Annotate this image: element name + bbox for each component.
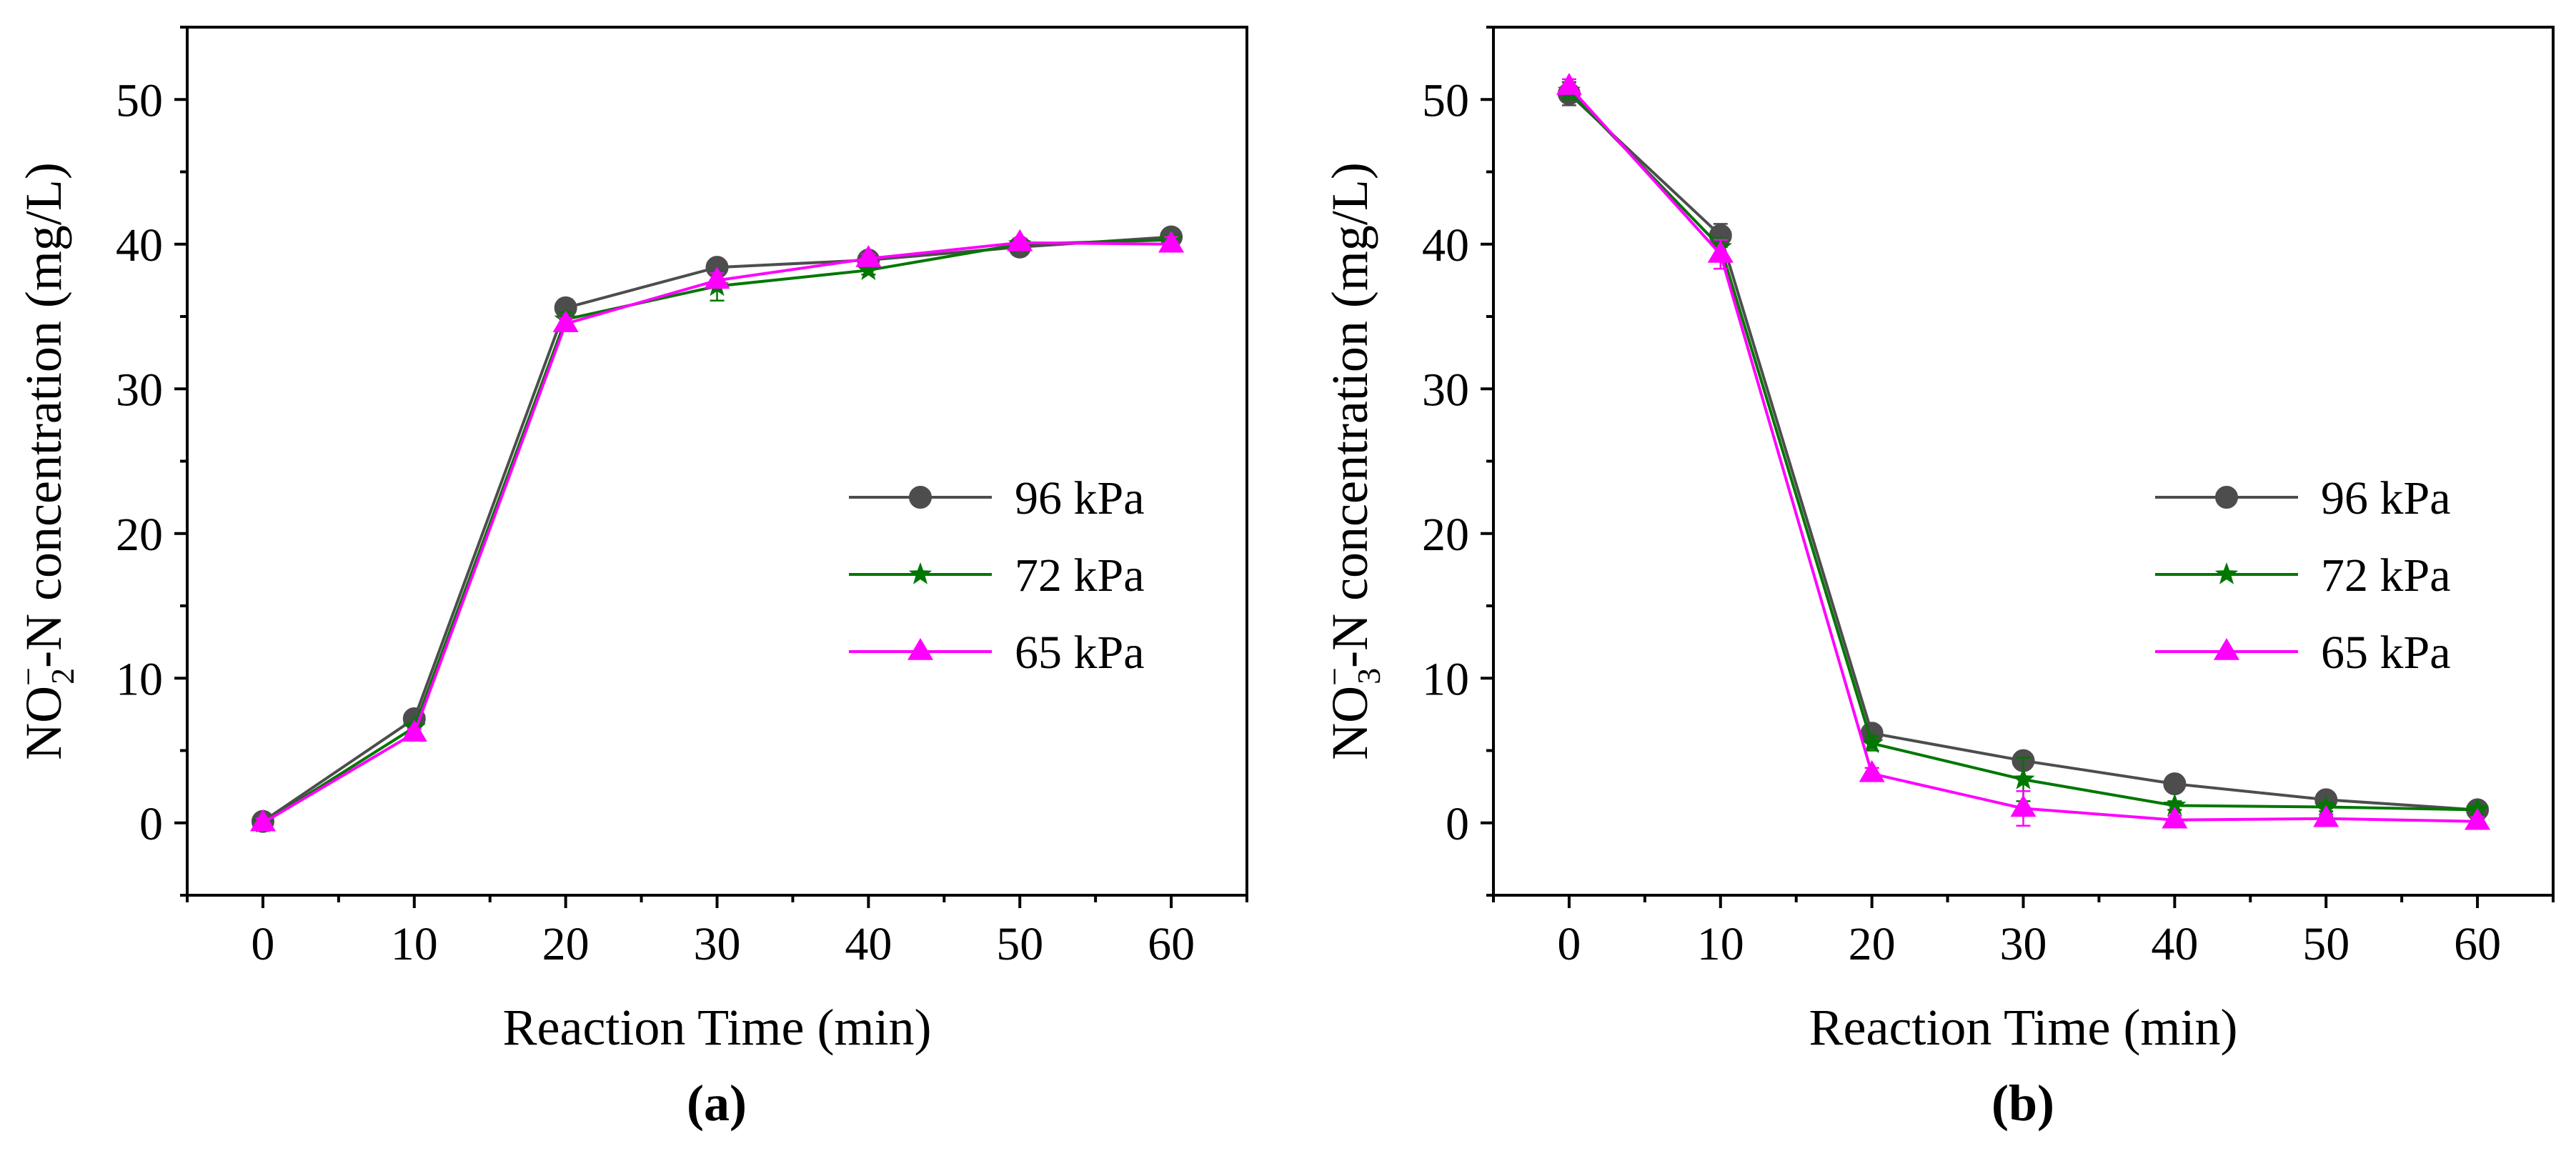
- x-tick-label: 50: [996, 918, 1043, 970]
- legend-marker: [907, 638, 934, 660]
- legend-item: 96 kPa: [849, 472, 1145, 524]
- legend-marker: [908, 562, 933, 584]
- x-tick-label: 60: [1148, 918, 1195, 970]
- data-point: [2162, 806, 2188, 829]
- y-tick-label: 0: [139, 798, 163, 850]
- legend-item: 72 kPa: [2155, 549, 2451, 602]
- data-point: [2011, 767, 2035, 789]
- x-tick-label: 0: [1557, 918, 1581, 970]
- series-65-kpa: [1556, 73, 2491, 830]
- y-tick-label: 50: [116, 74, 163, 126]
- legend-label: 65 kPa: [1015, 627, 1145, 679]
- y-tick-label: 50: [1422, 74, 1469, 126]
- chart-panel-b: 0 10 20 30 40 50 60 0 10 20 30 40 50 Reaction Time (m…: [1316, 26, 2555, 1132]
- y-tick-label: 10: [1422, 653, 1469, 705]
- legend-marker: [2214, 562, 2239, 584]
- data-point: [1707, 240, 1734, 263]
- data-point: [1158, 230, 1185, 253]
- chart-panel-a: 0 10 20 30 40 50 60 0 10 20 30 40 50 Reaction Time (m…: [10, 26, 1248, 1132]
- y-tick-label: 40: [1422, 219, 1469, 271]
- x-tick-label: 30: [2000, 918, 2047, 970]
- y-tick-label: 20: [116, 509, 163, 561]
- legend-marker: [2213, 638, 2240, 660]
- y-tick-label: 10: [116, 653, 163, 705]
- legend-label: 65 kPa: [2321, 627, 2451, 679]
- data-point: [1007, 229, 1033, 251]
- x-tick-label: 10: [391, 918, 438, 970]
- data-point: [857, 258, 880, 280]
- x-tick-label: 0: [251, 918, 274, 970]
- x-tick-label: 30: [694, 918, 741, 970]
- data-point: [552, 310, 579, 332]
- legend: 96 kPa 72 kPa 65 kPa: [849, 472, 1145, 679]
- data-point: [2163, 793, 2187, 816]
- data-point: [1859, 759, 1885, 782]
- legend-label: 72 kPa: [2321, 549, 2451, 602]
- legend-marker: [2215, 486, 2238, 509]
- y-tick-label: 0: [1446, 798, 1469, 850]
- legend-label: 96 kPa: [2321, 472, 2451, 524]
- legend-label: 72 kPa: [1015, 549, 1145, 602]
- data-point: [2163, 772, 2187, 796]
- x-axis-title: Reaction Time (min): [1809, 999, 2238, 1056]
- legend-marker: [909, 486, 932, 509]
- x-tick-label: 10: [1697, 918, 1744, 970]
- y-tick-label: 40: [116, 219, 163, 271]
- series-65-kpa: [249, 229, 1185, 832]
- data-point: [704, 266, 730, 289]
- x-tick-label: 40: [2151, 918, 2198, 970]
- data-point: [855, 245, 882, 267]
- y-axis-title: NO−2-N concentration (mg/L): [10, 162, 81, 760]
- legend-item: 65 kPa: [849, 627, 1145, 679]
- data-point: [1860, 731, 1884, 754]
- panel-label: (b): [1991, 1075, 2054, 1132]
- y-tick-label: 30: [116, 364, 163, 416]
- data-point: [2313, 804, 2339, 827]
- data-point: [401, 719, 427, 742]
- x-tick-label: 20: [1849, 918, 1896, 970]
- y-axis-title: NO−3-N concentration (mg/L): [1316, 162, 1387, 760]
- x-tick-label: 40: [845, 918, 892, 970]
- x-tick-label: 60: [2454, 918, 2501, 970]
- legend-item: 72 kPa: [849, 549, 1145, 602]
- x-axis-title: Reaction Time (min): [503, 999, 932, 1056]
- panel-label: (a): [687, 1075, 747, 1132]
- data-point: [1556, 73, 1582, 95]
- x-tick-label: 50: [2302, 918, 2349, 970]
- data-point: [249, 809, 276, 832]
- data-point: [2010, 794, 2037, 817]
- y-tick-label: 30: [1422, 364, 1469, 416]
- legend-item: 96 kPa: [2155, 472, 2451, 524]
- legend-label: 96 kPa: [1015, 472, 1145, 524]
- x-tick-label: 20: [542, 918, 590, 970]
- legend: 96 kPa 72 kPa 65 kPa: [2155, 472, 2451, 679]
- y-tick-label: 20: [1422, 509, 1469, 561]
- data-point: [2465, 807, 2491, 830]
- legend-item: 65 kPa: [2155, 627, 2451, 679]
